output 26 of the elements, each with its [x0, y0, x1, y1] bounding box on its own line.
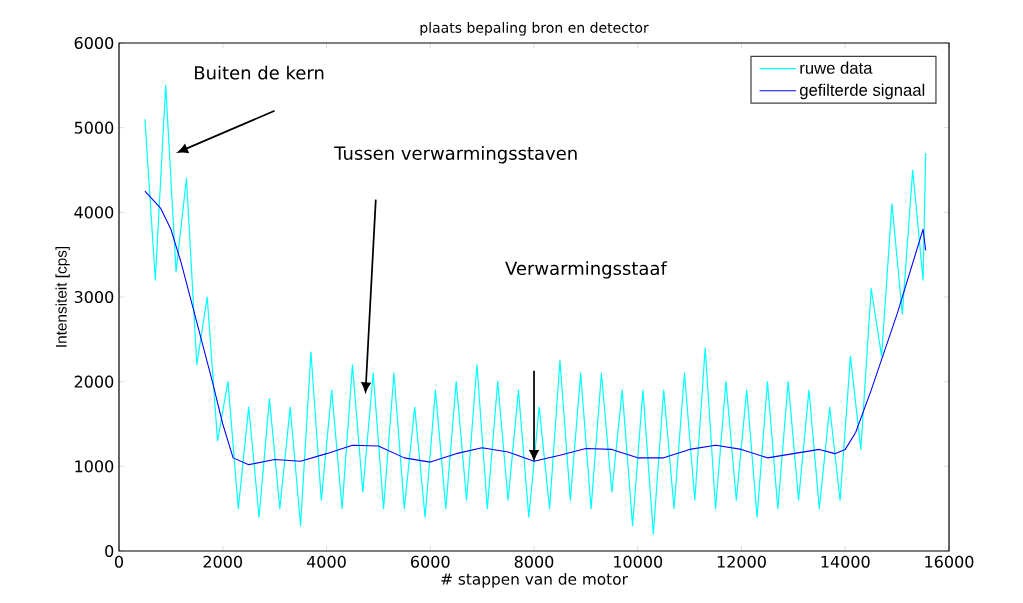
x-tick-label: 2000 — [203, 555, 243, 568]
annotation: Tussen verwarmingsstaven — [334, 146, 577, 164]
x-axis-title: # stappen van de motor — [441, 572, 628, 588]
legend-label: gefilterde signaal — [799, 83, 925, 100]
y-tick-label: 6000 — [74, 36, 114, 50]
x-tick-label: 6000 — [411, 555, 450, 568]
x-tick-label: 4000 — [306, 555, 346, 568]
x-tick-label: 14000 — [821, 555, 870, 568]
y-tick-label: 0 — [105, 544, 114, 558]
line-series — [144, 190, 927, 466]
y-tick-label: 3000 — [74, 290, 114, 304]
annotation: Verwarmingsstaaf — [505, 261, 668, 279]
y-tick-label: 2000 — [74, 375, 114, 388]
chart-title: plaats bepaling bron en detector — [420, 22, 649, 36]
x-tick-label: 0 — [114, 555, 124, 568]
x-tick-label: 16000 — [925, 555, 974, 568]
x-tick-label: 12000 — [717, 555, 766, 568]
y-tick-label: 1000 — [75, 460, 114, 473]
line-series — [144, 84, 927, 535]
legend-label: ruwe data — [800, 61, 873, 74]
y-tick-label: 4000 — [74, 206, 114, 219]
x-tick-label: 8000 — [514, 555, 554, 568]
annotation: Buiten de kern — [195, 65, 324, 80]
x-tick-label: 10000 — [614, 555, 663, 568]
y-tick-label: 5000 — [74, 121, 114, 134]
y-axis-title: Intensiteit [cps] — [55, 246, 70, 347]
